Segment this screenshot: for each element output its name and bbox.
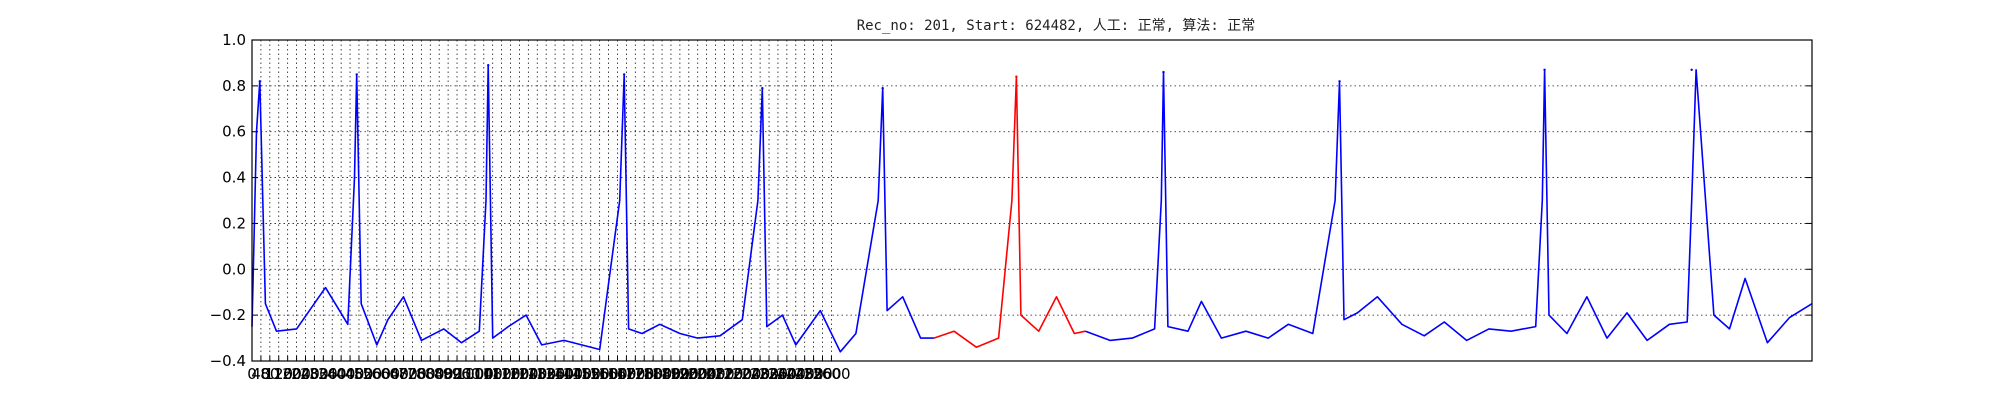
x-tick-label: 1840 — [643, 365, 681, 383]
y-axis: −0.4 −0.2 0.0 0.2 0.4 0.6 0.8 1.0 — [210, 31, 1812, 370]
beat-peak-point — [1015, 75, 1018, 78]
x-tick-label: 880 — [434, 365, 463, 383]
beat-peak-point — [355, 73, 358, 76]
x-tick-label: 1600 — [589, 365, 627, 383]
x-tick-label: 1800 — [634, 365, 672, 383]
beat-peak-point — [1690, 68, 1693, 72]
x-tick-label: 1360 — [536, 365, 574, 383]
x-tick-label: 40 — [251, 365, 270, 383]
x-tick-label: 1320 — [527, 365, 565, 383]
x-tick-label: 2400 — [768, 365, 806, 383]
x-tick-label: 200 — [282, 365, 311, 383]
x-tick-label: 1560 — [581, 365, 619, 383]
x-tick-label: 520 — [354, 365, 383, 383]
chart-title: Rec_no: 201, Start: 624482, 人工: 正常, 算法: … — [857, 18, 1256, 34]
x-tick-label: 1920 — [661, 365, 699, 383]
x-tick-label: 2600 — [812, 365, 850, 383]
y-tick-label: 0.8 — [222, 77, 246, 95]
x-tick-label: 1000 — [456, 365, 494, 383]
y-tick-label: 0.2 — [222, 214, 246, 232]
series-layer — [251, 64, 1813, 353]
x-tick-label: 2280 — [741, 365, 779, 383]
x-tick-label: 2040 — [688, 365, 726, 383]
x-tick-label: 2080 — [696, 365, 734, 383]
series-line — [251, 64, 934, 353]
x-tick-label: 80 — [260, 365, 279, 383]
x-tick-label: 400 — [327, 365, 356, 383]
x-tick-label: 2440 — [777, 365, 815, 383]
x-tick-label: 320 — [309, 365, 338, 383]
x-tick-label: 2320 — [750, 365, 788, 383]
x-tick-label: 2000 — [679, 365, 717, 383]
x-tick-label: 960 — [452, 365, 481, 383]
x-tick-label: 2560 — [803, 365, 841, 383]
x-tick-label: 2520 — [795, 365, 833, 383]
x-tick-label: 480 — [345, 365, 374, 383]
x-tick-label: 560 — [362, 365, 391, 383]
x-tick-label: 2240 — [732, 365, 770, 383]
x-tick-label: 240 — [291, 365, 320, 383]
y-tick-label: 1.0 — [222, 31, 246, 49]
beat-peak-point — [1543, 68, 1546, 72]
x-tick-label: 1040 — [465, 365, 503, 383]
beat-peak-point — [1338, 80, 1341, 83]
beat-peak-point — [258, 80, 261, 83]
series-line-highlight — [933, 75, 1086, 348]
beat-peak-point — [487, 64, 490, 67]
x-tick-label: 1880 — [652, 365, 690, 383]
x-tick-label: 440 — [336, 365, 365, 383]
y-tick-label: 0.6 — [222, 123, 246, 141]
x-tick-label: 0 — [247, 365, 257, 383]
x-tick-label: 1760 — [625, 365, 663, 383]
x-tick-label: 2160 — [714, 365, 752, 383]
beat-peak-point — [1162, 70, 1165, 74]
series-line — [1085, 69, 1813, 344]
beat-peak-point — [761, 86, 764, 90]
x-tick-label: 1960 — [670, 365, 708, 383]
x-tick-label: 2360 — [759, 365, 797, 383]
beat-peak-point — [881, 86, 884, 90]
x-tick-label: 360 — [318, 365, 347, 383]
x-tick-label: 1480 — [563, 365, 601, 383]
x-tick-label: 1120 — [483, 365, 521, 383]
x-tick-label: 1640 — [598, 365, 636, 383]
plot-frame — [251, 39, 1813, 362]
x-tick-label: 920 — [443, 365, 472, 383]
x-tick-label: 760 — [407, 365, 436, 383]
x-tick-label: 1680 — [607, 365, 645, 383]
y-tick-label: −0.2 — [210, 306, 246, 324]
x-tick-label: 600 — [371, 365, 400, 383]
x-tick-label: 2200 — [723, 365, 761, 383]
x-tick-label: 1520 — [572, 365, 610, 383]
x-tick-label: 640 — [380, 365, 409, 383]
x-axis: 0408012016020024028032036040044048052056… — [247, 356, 851, 383]
beat-peak-point — [622, 73, 626, 76]
x-tick-label: 800 — [416, 365, 445, 383]
x-tick-label: 2120 — [705, 365, 743, 383]
x-tick-label: 160 — [273, 365, 302, 383]
y-tick-label: 0.0 — [222, 260, 246, 278]
x-tick-label: 840 — [425, 365, 454, 383]
x-tick-label: 680 — [389, 365, 418, 383]
x-tick-label: 120 — [264, 365, 293, 383]
x-tick-label: 1160 — [491, 365, 529, 383]
y-tick-label: 0.4 — [222, 169, 246, 187]
y-tick-label: −0.4 — [210, 352, 246, 370]
x-tick-label: 1280 — [518, 365, 556, 383]
x-tick-label: 280 — [300, 365, 329, 383]
x-tick-label: 1240 — [509, 365, 547, 383]
x-tick-label: 2480 — [786, 365, 824, 383]
x-tick-label: 1080 — [474, 365, 512, 383]
x-tick-label: 1440 — [554, 365, 592, 383]
x-tick-label: 1200 — [500, 365, 538, 383]
x-tick-label: 1720 — [616, 365, 654, 383]
x-tick-label: 1400 — [545, 365, 583, 383]
x-tick-label: 720 — [398, 365, 427, 383]
